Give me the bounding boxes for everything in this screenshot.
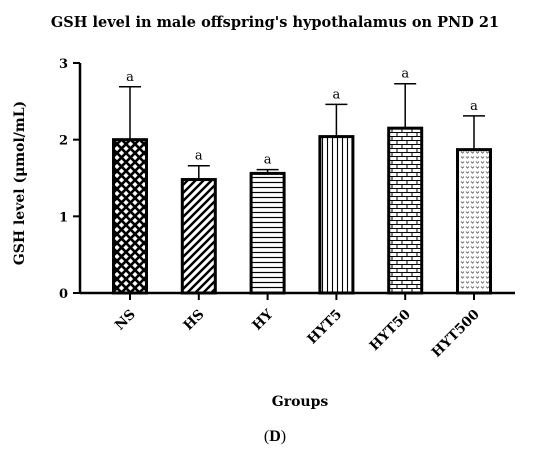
significance-label-hyt5: a [333,87,341,102]
x-tick-label-hyt500: HYT500 [429,307,483,361]
x-tick-label-hs: HS [180,307,207,334]
bar-hyt500 [456,148,492,295]
plot-area: a NS a HS a HY a HYT5 a HYT50 a HYT500 0 1 2 3 [59,57,515,361]
bar-hs [180,178,217,295]
y-tick-label-0: 0 [59,287,68,302]
bar-ns [112,138,148,295]
y-tick-label-1: 1 [59,210,68,225]
y-tick-label-2: 2 [59,134,68,149]
significance-label-hy: a [264,153,272,168]
panel-label: (D) [263,428,287,445]
y-tick-label-3: 3 [59,57,68,72]
bar-hy [249,171,286,295]
x-tick-label-hyt50: HYT50 [366,307,414,355]
significance-label-ns: a [126,70,134,85]
significance-label-hs: a [195,149,203,164]
bar-hyt5 [318,135,355,295]
panel-letter: D [269,428,281,445]
chart-title: GSH level in male offspring's hypothalam… [50,14,500,31]
x-tick-label-hyt5: HYT5 [304,307,345,348]
x-axis-title: Groups [272,394,329,410]
significance-label-hyt500: a [470,99,478,114]
significance-label-hyt50: a [401,67,409,82]
x-tick-label-ns: NS [112,307,139,334]
y-axis-title: GSH level (μmol/mL) [12,101,28,265]
x-tick-label-hy: HY [249,306,276,333]
bar-hyt50 [387,126,424,295]
